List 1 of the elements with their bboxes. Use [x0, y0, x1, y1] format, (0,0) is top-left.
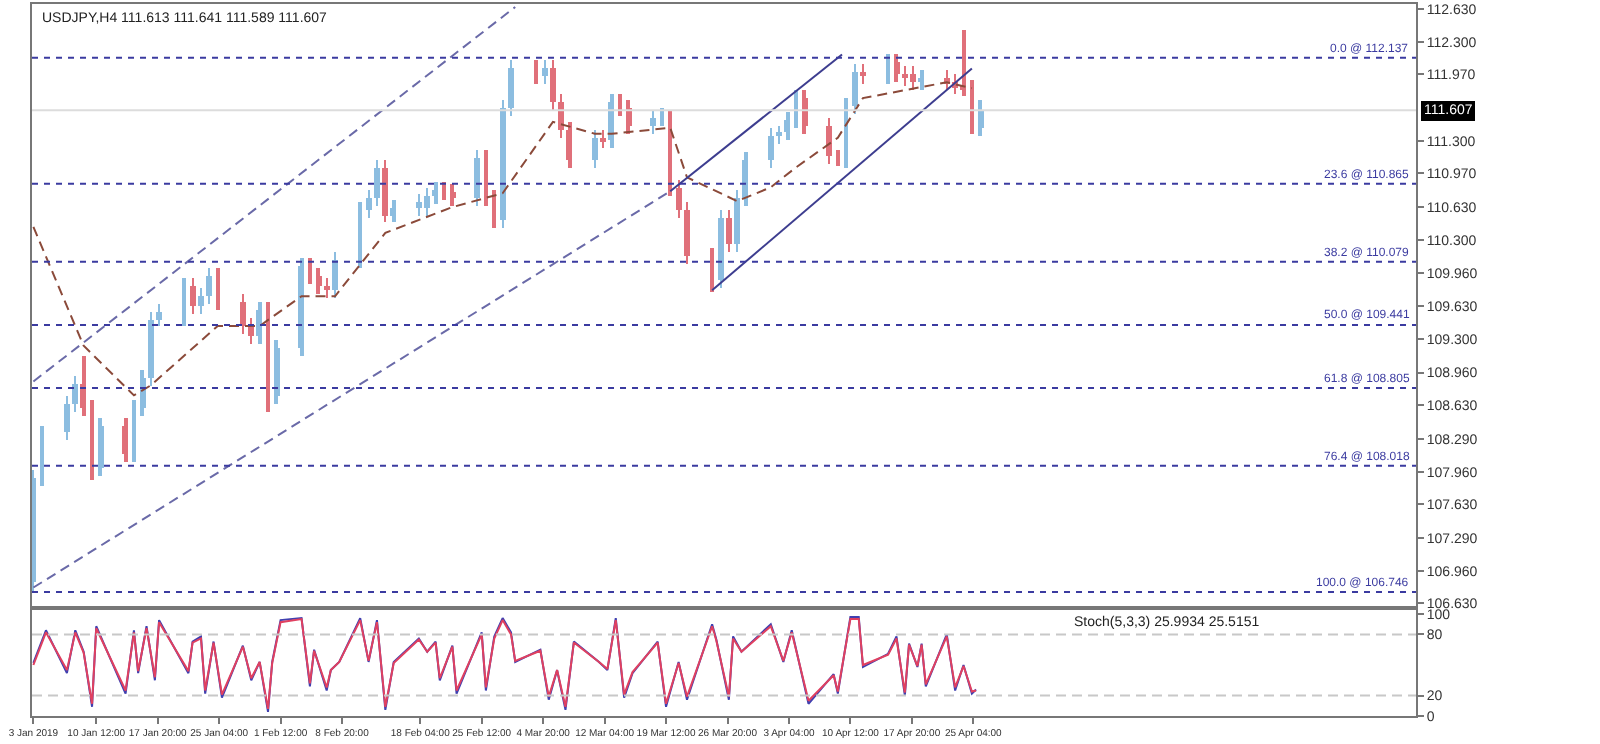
line-series: [32, 81, 973, 397]
